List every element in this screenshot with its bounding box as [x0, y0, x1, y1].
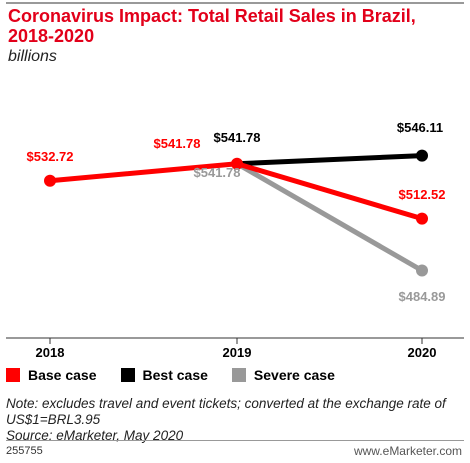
legend-swatch-best: [120, 368, 135, 382]
legend-label-base: Base case: [28, 367, 97, 383]
data-label-base-case-2020: $512.52: [399, 187, 446, 202]
top-rule: [6, 2, 464, 4]
data-label-severe-case-2019: $541.78: [194, 165, 241, 180]
note-text: Note: excludes travel and event tickets;…: [6, 396, 446, 427]
chart-subtitle: billions: [8, 48, 57, 65]
legend-item-severe: Severe case: [231, 367, 335, 383]
legend-swatch-severe: [231, 368, 246, 382]
chart-title: Coronavirus Impact: Total Retail Sales i…: [8, 6, 416, 46]
legend-label-severe: Severe case: [253, 367, 335, 383]
data-point-base-case-2018: [44, 174, 56, 187]
data-label-base-case-2018: $532.72: [27, 149, 74, 164]
source-text: Source: eMarketer, May 2020: [6, 428, 184, 443]
footnote: Note: excludes travel and event tickets;…: [6, 396, 464, 444]
data-point-base-case-2019: [231, 157, 243, 170]
series-line-severe-case: [235, 161, 424, 273]
x-tick-label-2020: 2020: [408, 345, 437, 360]
line-chart: 2018 2019 2020 $532.72 $541.78 $512.52 $541.78…: [6, 120, 464, 360]
legend: Base case Best case Severe case: [6, 365, 359, 385]
bottom-rule: [6, 440, 464, 441]
series-line-best-case: [236, 153, 423, 167]
legend-label-best: Best case: [142, 367, 208, 383]
x-tick-label-2019: 2019: [223, 345, 252, 360]
data-label-severe-case-2020: $484.89: [399, 289, 446, 304]
data-point-best-case-2020: [416, 149, 428, 162]
data-label-best-case-2020: $546.11: [397, 120, 443, 135]
data-label-best-case-2019: $541.78: [214, 130, 261, 145]
legend-swatch-base: [6, 368, 20, 382]
x-tick-label-2018: 2018: [36, 345, 65, 360]
legend-item-best: Best case: [120, 367, 208, 383]
data-point-severe-case-2020: [416, 264, 428, 277]
data-point-base-case-2020: [416, 212, 428, 225]
data-label-base-case-2019: $541.78: [154, 136, 201, 151]
legend-item-base: Base case: [6, 367, 97, 383]
chart-id: 255755: [6, 445, 43, 457]
emarketer-logo: www.eMarketer.com: [353, 444, 462, 458]
